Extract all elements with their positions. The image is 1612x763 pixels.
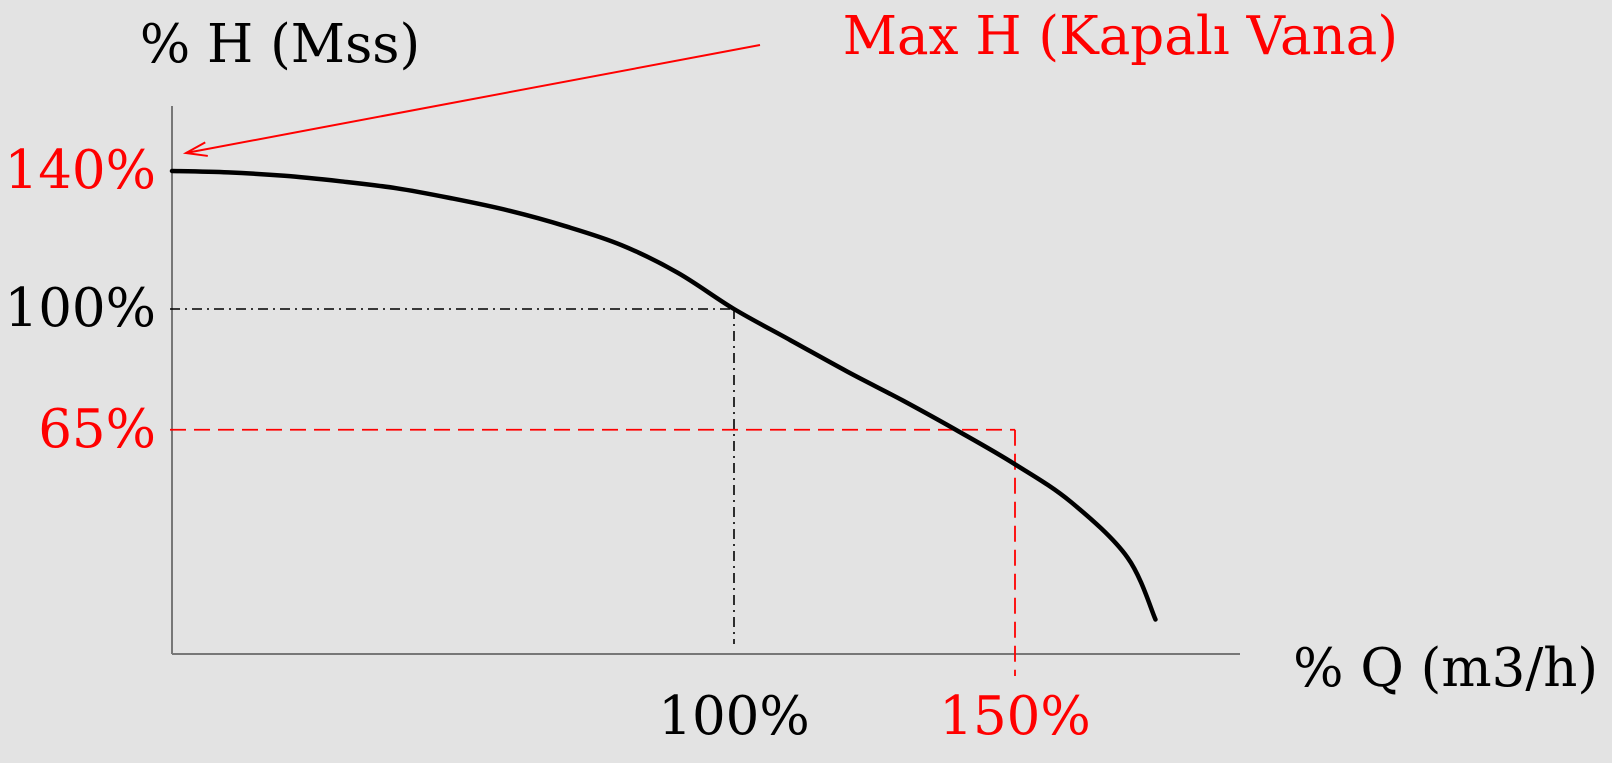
y-tick-label: 65% bbox=[38, 399, 156, 460]
x-axis-label: % Q (m3/h) bbox=[1293, 638, 1598, 699]
annotation-arrow-head bbox=[182, 141, 208, 157]
y-axis-label: % H (Mss) bbox=[140, 14, 420, 75]
annotation-arrow-line bbox=[185, 44, 761, 154]
y-tick-label: 100% bbox=[4, 278, 156, 339]
x-tick-label: 100% bbox=[658, 686, 810, 747]
x-tick-label: 150% bbox=[939, 686, 1091, 747]
annotation-max-h: Max H (Kapalı Vana) bbox=[843, 6, 1398, 67]
series-line-head-curve bbox=[169, 168, 1158, 622]
y-tick-label: 140% bbox=[4, 140, 156, 201]
